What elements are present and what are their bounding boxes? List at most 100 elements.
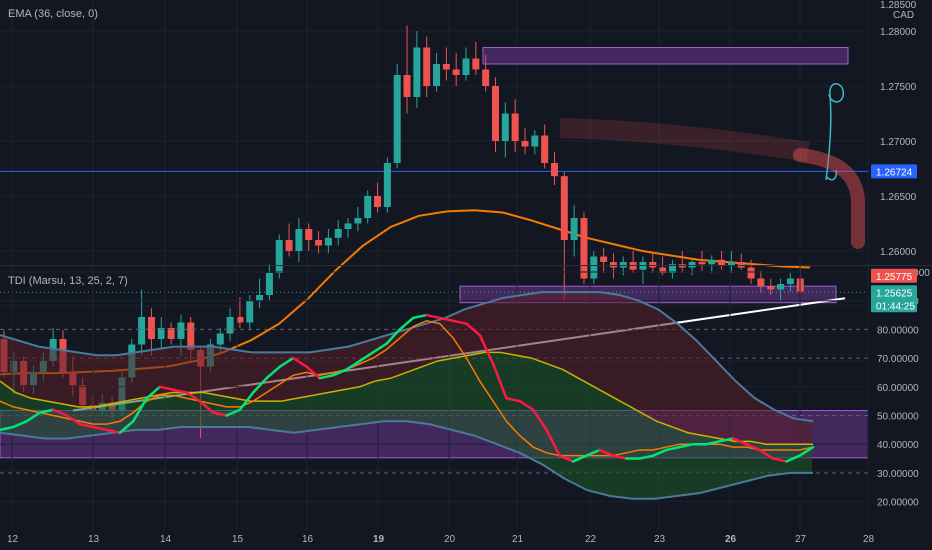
- candle-body: [659, 267, 667, 273]
- tdi-price-segment: [651, 448, 668, 457]
- candle-body: [492, 86, 499, 141]
- tdi-price-segment: [558, 454, 575, 463]
- tdi-price-segment: [545, 428, 562, 457]
- candle-body: [403, 75, 411, 97]
- tdi-price-segment: [491, 362, 508, 400]
- price-badges: 1.26724 1.25775 1.25625 01:44:25: [871, 164, 917, 313]
- drawings: [559, 83, 865, 249]
- tdi-price-segment: [318, 374, 335, 380]
- candle-body: [462, 58, 470, 75]
- tdi-price-segment: [52, 408, 68, 417]
- candle-body: [570, 218, 578, 240]
- tdi-price-segment: [478, 333, 495, 366]
- tdi-tick-label: 50.00000: [877, 412, 919, 423]
- candle-body: [157, 328, 165, 339]
- tdi-lower-fill: [0, 352, 812, 499]
- candle-body: [590, 256, 598, 279]
- price-badge-bg: [871, 285, 917, 313]
- tdi-price-segment: [665, 445, 681, 452]
- candle-body: [668, 264, 676, 273]
- candle-body: [442, 64, 450, 70]
- date-label: 27: [795, 534, 807, 545]
- tdi-price-segment: [265, 365, 282, 380]
- tdi-tick-label: 40.00000: [877, 440, 919, 451]
- tdi-indicator: [0, 291, 815, 500]
- tdi-price-segment: [305, 365, 322, 380]
- tdi-price-segment: [145, 385, 162, 400]
- hline-badge-text: 1.26724: [876, 167, 913, 178]
- price-tick-label: 1.26000: [880, 247, 917, 258]
- tdi-price-segment: [12, 419, 28, 429]
- tdi-price-segment: [211, 411, 228, 417]
- candle-body: [344, 223, 352, 229]
- date-label: 16: [302, 534, 314, 545]
- candle-body: [718, 259, 726, 266]
- tdi-legend[interactable]: TDI (Marsu, 13, 25, 2, 7): [8, 275, 128, 287]
- tdi-price-segment: [758, 448, 775, 460]
- candle-body: [393, 75, 401, 163]
- candle-body: [256, 295, 264, 301]
- candle-body: [334, 229, 342, 238]
- ema-badge-text: 1.25775: [876, 272, 913, 283]
- candle-body: [138, 317, 146, 345]
- tdi-price-segment: [0, 425, 15, 432]
- date-label: 22: [585, 534, 597, 545]
- date-label: 20: [444, 534, 456, 545]
- tdi-price-segment: [705, 440, 721, 446]
- tdi-price-segment: [438, 316, 455, 323]
- tdi-price-segment: [78, 422, 95, 429]
- horizontal-line[interactable]: [0, 170, 868, 293]
- candle-body: [501, 113, 509, 141]
- ema-badge-bg: [871, 268, 917, 283]
- tdi-price-segment: [465, 322, 482, 337]
- tdi-price-segment: [118, 419, 135, 434]
- candle-body: [767, 286, 775, 290]
- red-arrow-shadow: [559, 118, 810, 162]
- candle-body: [383, 163, 391, 207]
- candle-body: [315, 240, 323, 246]
- candle-body: [777, 284, 785, 290]
- ema-legend[interactable]: EMA (36, close, 0): [8, 8, 98, 20]
- tdi-price-segment: [225, 408, 242, 417]
- date-label: 14: [160, 534, 172, 545]
- candle-body: [374, 196, 382, 207]
- candle-body: [531, 135, 539, 147]
- candle-body: [482, 69, 490, 86]
- candle-body: [649, 262, 657, 268]
- price-axis-top-label: 1.28500: [880, 0, 917, 11]
- tdi-tick-label: 60.00000: [877, 383, 919, 394]
- price-tick-label: 1.28000: [880, 27, 917, 38]
- date-label: 23: [654, 534, 666, 545]
- candle-body: [521, 141, 529, 147]
- tdi-price-segment: [132, 397, 148, 423]
- date-label: 13: [88, 534, 100, 545]
- tdi-price-segment: [92, 425, 108, 432]
- price-axis-bg: [870, 0, 932, 265]
- candle-body: [324, 237, 332, 246]
- tdi-price-segment: [411, 313, 428, 320]
- tdi-lower-band: [0, 420, 813, 500]
- date-axis[interactable]: 12 13 14 15 16 19 20 21 22 23 26 27 28: [0, 530, 932, 550]
- candle-body: [285, 240, 293, 251]
- candle-body: [727, 262, 735, 266]
- tdi-price-segment: [451, 319, 468, 325]
- tdi-price-segment: [398, 316, 415, 331]
- candle-body: [147, 317, 155, 339]
- date-axis-bg: [0, 530, 932, 550]
- tdi-price-segment: [678, 442, 695, 449]
- tdi-price-segment: [571, 454, 588, 463]
- tdi-price-segment: [331, 368, 348, 377]
- currency-label: CAD: [893, 10, 914, 21]
- candle-body: [541, 135, 549, 163]
- tdi-tick-label: 20.00000: [877, 498, 919, 509]
- tdi-price-segment: [518, 399, 535, 412]
- candle-body: [413, 47, 421, 97]
- candle-body: [580, 218, 588, 279]
- zone-supply: [482, 47, 849, 65]
- tdi-price-segment: [745, 442, 761, 452]
- candle-body: [609, 262, 617, 268]
- tdi-price-segment: [238, 391, 255, 412]
- date-label: 21: [512, 534, 524, 545]
- tdi-price-segment: [291, 356, 308, 368]
